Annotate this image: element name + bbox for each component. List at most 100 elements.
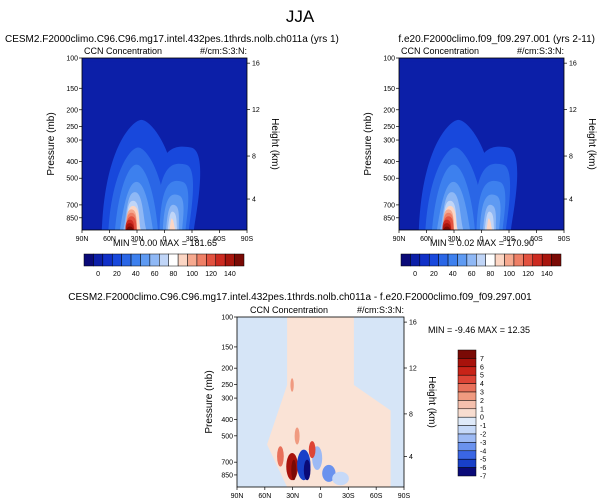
y2-tick-label: 12 [409,366,417,373]
y-tick-label: 400 [66,159,78,166]
panel-1-axes: 90N 60N 30N 0 30S 60S 90S 100 150 200 250 300 400 500… [66,56,260,244]
x-tick-label: 90S [398,493,411,500]
colorbar-tick-label: 0 [480,415,484,422]
colorbar-swatch [206,253,217,267]
x-tick-label: 90S [241,236,254,243]
x-tick-label: 90N [231,493,244,500]
colorbar-swatch [428,253,439,267]
panel-3-left-label: CCN Concentration [250,305,328,315]
panel-3-right-label: #/cm:S:3:N: [357,305,404,315]
y-tick-label: 700 [221,460,233,467]
colorbar-swatch [513,253,524,267]
colorbar-swatch [187,253,198,267]
colorbar-tick-label: -7 [480,474,486,481]
panel-2: f.e20.F2000climo.f09_f09.297.001 (yrs 2-… [363,34,597,278]
y-tick-label: 150 [383,86,395,93]
panel-2-right-label: #/cm:S:3:N: [517,46,564,56]
panel-1-colorbar: 0 20 40 60 80 100 120 140 [83,253,245,278]
colorbar-swatch [457,458,477,468]
colorbar-swatch [476,253,486,267]
y-tick-label: 150 [221,344,233,351]
colorbar-tick-label: 2 [480,398,484,405]
x-tick-label: 30N [448,236,461,243]
anomaly-blob [303,459,311,481]
x-tick-label: 90N [76,236,89,243]
y-tick-label: 250 [383,124,395,131]
panel-3-colorbar: 76 54 321 0-1 -2-3-4 -5-6 -7 [457,349,486,481]
colorbar-swatch [457,349,477,359]
anomaly-blob [332,471,349,486]
y-tick-label: 500 [66,176,78,183]
colorbar-swatch [457,433,477,443]
colorbar-swatch [541,253,552,267]
panel-1-right-label: #/cm:S:3:N: [200,46,247,56]
colorbar-swatch [149,253,160,267]
colorbar-swatch [457,374,477,384]
colorbar-swatch [485,253,496,267]
colorbar-swatch [494,253,505,267]
y-tick-label: 100 [383,56,395,63]
y-tick-label: 250 [221,382,233,389]
colorbar-swatch [532,253,543,267]
colorbar-swatch [419,253,430,267]
colorbar-swatch [400,253,411,267]
page-title: JJA [286,7,315,26]
y2-tick-label: 4 [252,197,256,204]
colorbar-swatch [457,408,477,418]
y-tick-label: 250 [66,124,78,131]
colorbar-swatch [457,253,468,267]
colorbar-tick-label: 100 [503,271,515,278]
y-tick-label: 850 [66,215,78,222]
panel-2-left-label: CCN Concentration [401,46,479,56]
contour-fill [486,218,494,230]
colorbar-swatch [438,253,449,267]
y2-tick-label: 8 [409,411,413,418]
y-tick-label: 300 [221,396,233,403]
x-tick-label: 30N [131,236,144,243]
colorbar-swatch [410,253,421,267]
y2-tick-label: 12 [252,107,260,114]
y-tick-label: 150 [66,86,78,93]
colorbar-swatch [457,391,477,401]
colorbar-tick-label: 40 [449,271,457,278]
y-tick-label: 200 [221,366,233,373]
y-tick-label: 700 [66,202,78,209]
x-tick-label: 60N [258,493,271,500]
y-tick-label: 200 [383,107,395,114]
y-tick-label: 850 [221,472,233,479]
panel-2-colorbar: 0 20 40 60 80 100 120 140 [400,253,562,278]
panel-1-left-label: CCN Concentration [84,46,162,56]
panel-2-axes: 90N 60N 30N 0 30S 60S 90S 100 150 200 250 300 400 500… [383,56,577,244]
colorbar-swatch [457,400,477,410]
x-tick-label: 30S [342,493,355,500]
colorbar-tick-label: 3 [480,390,484,397]
y2-tick-label: 16 [409,320,417,327]
x-tick-label: 90S [558,236,571,243]
colorbar-tick-label: -2 [480,432,486,439]
anomaly-blob [294,427,300,445]
panel-1-ylabel: Pressure (mb) [46,112,57,175]
panel-1-title: CESM2.F2000climo.C96.C96.mg17.intel.432p… [5,34,339,45]
colorbar-swatch [121,253,132,267]
colorbar-tick-label: 60 [151,271,159,278]
x-tick-label: 60N [103,236,116,243]
panel-2-title: f.e20.F2000climo.f09_f09.297.001 (yrs 2-… [398,34,595,45]
colorbar-swatch [457,450,477,460]
x-tick-label: 30S [503,236,516,243]
colorbar-tick-label: -5 [480,457,486,464]
colorbar-tick-label: 0 [96,271,100,278]
x-tick-label: 60S [370,493,383,500]
colorbar-swatch [504,253,515,267]
colorbar-tick-label: 60 [468,271,476,278]
y-tick-label: 200 [66,107,78,114]
colorbar-tick-label: 4 [480,381,484,388]
panel-2-ylabel: Pressure (mb) [363,112,374,175]
colorbar-tick-label: 120 [205,271,217,278]
y-tick-label: 400 [383,159,395,166]
anomaly-blob [322,464,336,482]
x-tick-label: 60S [530,236,543,243]
panel-2-field [399,58,564,230]
panel-1-stats: MIN = 0.00 MAX = 181.65 [113,238,217,248]
colorbar-tick-label: 140 [541,271,553,278]
